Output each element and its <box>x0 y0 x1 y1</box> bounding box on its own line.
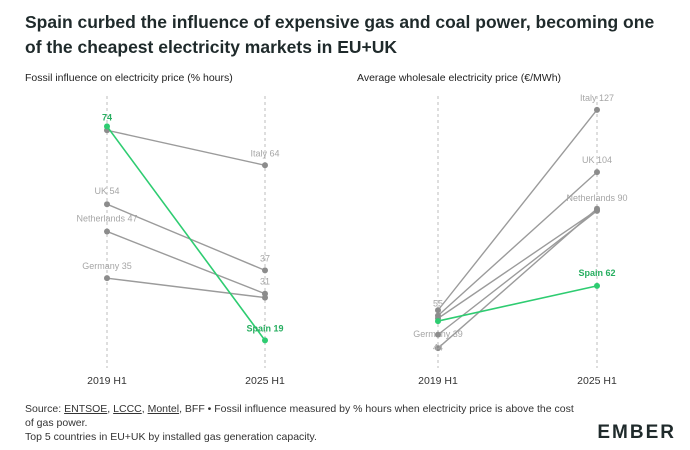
right-point-other-end <box>594 207 600 214</box>
right-series-line-spain <box>437 285 598 322</box>
right-end-label-spain: Spain 62 <box>578 268 615 278</box>
right-series-line-netherlands <box>437 209 598 319</box>
left-point-uk-start <box>104 201 110 208</box>
left-point-germany-start <box>104 275 110 282</box>
left-start-label-germany: Germany 35 <box>82 261 132 271</box>
right-category-label: 2025 H1 <box>577 375 617 387</box>
right-point-other-start <box>435 331 441 338</box>
right-slope-chart: 2019 H1 2025 H1 Italy 127 UK 104 55 Netherlan… <box>413 93 627 387</box>
left-point-netherlands-start <box>104 228 110 235</box>
source-link-montel[interactable]: Montel <box>147 403 180 415</box>
footer-source: Source: ENTSOE, LCCC, Montel, BFF • Foss… <box>25 402 585 444</box>
right-point-italy-end <box>594 106 600 113</box>
source-rest: , BFF • Fossil influence measured by % h… <box>25 403 574 429</box>
left-chart-subtitle: Fossil influence on electricity price (%… <box>25 72 233 84</box>
chart-title: Spain curbed the influence of expensive … <box>25 12 655 57</box>
left-point-spain-start <box>104 123 110 130</box>
source-separator: , <box>107 403 114 415</box>
left-category-label: 2025 H1 <box>245 375 285 387</box>
left-end-label-spain: Spain 19 <box>246 323 283 333</box>
left-end-label-netherlands: 31 <box>260 277 270 287</box>
source-separator: , <box>141 403 148 415</box>
right-point-spain-end <box>594 282 600 289</box>
right-series-line-other <box>437 210 598 336</box>
right-series-line-uk <box>437 171 598 317</box>
slope-charts: 2019 H1 2025 H1 Italy 64 UK 54 37 Netherlands… <box>76 93 627 387</box>
right-series-line-italy <box>437 109 598 311</box>
left-series-line-uk <box>106 203 266 272</box>
right-point-germany-start <box>435 345 441 352</box>
left-start-label-spain: 74 <box>102 112 112 122</box>
left-end-label-uk: 37 <box>260 253 270 263</box>
source-link-lccc[interactable]: LCCC <box>113 403 142 415</box>
right-end-label-italy: Italy 127 <box>580 93 614 103</box>
left-point-italy-end <box>262 162 268 169</box>
source-prefix: Source: <box>25 403 65 415</box>
ember-logo: EMBER <box>597 422 676 443</box>
left-series-line-netherlands <box>106 230 266 295</box>
right-end-label-uk: UK 104 <box>582 155 612 165</box>
right-end-label-netherlands: Netherlands 90 <box>566 193 627 203</box>
right-category-label: 2019 H1 <box>418 375 458 387</box>
left-start-label-netherlands: Netherlands 47 <box>76 213 137 223</box>
left-series-line-spain <box>106 125 266 341</box>
right-start-label-other: 44 <box>433 343 443 353</box>
right-chart-subtitle: Average wholesale electricity price (€/M… <box>357 72 562 84</box>
left-point-spain-end <box>262 337 268 344</box>
footer-note: Top 5 countries in EU+UK by installed ga… <box>25 431 317 443</box>
left-series-line-germany <box>106 277 266 299</box>
left-category-label: 2019 H1 <box>87 375 127 387</box>
source-link-entsoe[interactable]: ENTSOE <box>64 403 108 415</box>
left-start-label-uk: UK 54 <box>94 186 119 196</box>
right-point-uk-end <box>594 169 600 176</box>
left-point-germany-end <box>262 294 268 301</box>
right-point-italy-start <box>435 307 441 314</box>
left-series-line-italy <box>106 129 266 166</box>
left-point-uk-end <box>262 267 268 274</box>
right-point-spain-start <box>435 318 441 325</box>
left-slope-chart: 2019 H1 2025 H1 Italy 64 UK 54 37 Netherlands… <box>76 96 285 387</box>
right-start-label-netherlands: 55 <box>433 298 443 308</box>
left-end-label-italy: Italy 64 <box>250 148 279 158</box>
